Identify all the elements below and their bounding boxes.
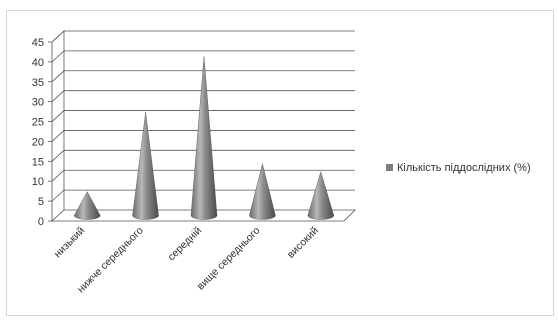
gridline [51, 149, 355, 162]
cone [190, 56, 218, 220]
y-tick-label: 0 [38, 216, 44, 228]
gridlines [51, 30, 355, 202]
x-tick-label: низький [52, 225, 88, 261]
side-wall [51, 30, 65, 222]
cone [249, 163, 276, 220]
gridline [51, 70, 355, 83]
y-tick-label: 20 [32, 136, 44, 148]
cone [73, 191, 101, 220]
y-tick-label: 30 [32, 97, 44, 109]
legend-label: Кількість піддослідних (%) [397, 162, 531, 174]
y-tick-label: 45 [32, 37, 44, 49]
y-tick-label: 5 [38, 196, 44, 208]
y-tick-label: 10 [32, 176, 44, 188]
gridline [51, 30, 355, 43]
legend-swatch [386, 164, 393, 171]
chart-frame [6, 10, 554, 316]
x-tick-label: вище середнього [195, 225, 263, 293]
cone-body [249, 163, 276, 220]
gridline [51, 169, 355, 182]
gridline [51, 90, 355, 102]
x-tick-label: високий [285, 225, 321, 261]
x-tick-label: середній [165, 225, 204, 264]
y-axis-ticks: 0 5 10 15 20 25 30 35 40 45 [32, 37, 52, 228]
cone-body [190, 56, 218, 220]
y-tick-label: 35 [32, 77, 44, 89]
gridline [51, 50, 355, 63]
cone-body [132, 112, 159, 220]
y-tick-label: 25 [32, 117, 44, 129]
gridline [51, 130, 355, 142]
y-tick-label: 40 [32, 57, 44, 69]
cone [307, 171, 335, 220]
y-tick-label: 15 [32, 156, 44, 168]
cone-body [307, 171, 335, 220]
cone-series [73, 56, 335, 220]
x-tick-label: нижче середнього [75, 225, 146, 296]
gridline [51, 110, 355, 122]
cone-body [73, 191, 101, 220]
cone [132, 112, 159, 220]
legend: Кількість піддослідних (%) [386, 162, 531, 174]
